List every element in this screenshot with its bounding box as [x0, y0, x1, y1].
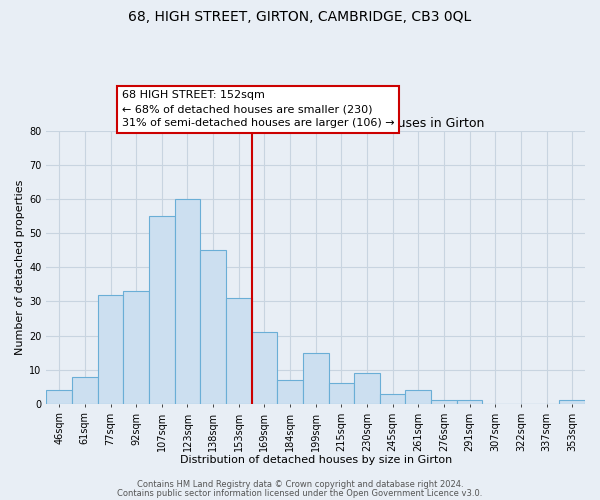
Bar	[559, 400, 585, 404]
Bar	[98, 294, 124, 404]
Text: 68, HIGH STREET, GIRTON, CAMBRIDGE, CB3 0QL: 68, HIGH STREET, GIRTON, CAMBRIDGE, CB3 …	[128, 10, 472, 24]
Bar	[200, 250, 226, 404]
Bar	[406, 390, 431, 404]
Bar	[380, 394, 406, 404]
Bar	[175, 199, 200, 404]
Text: 68 HIGH STREET: 152sqm
← 68% of detached houses are smaller (230)
31% of semi-de: 68 HIGH STREET: 152sqm ← 68% of detached…	[122, 90, 394, 128]
X-axis label: Distribution of detached houses by size in Girton: Distribution of detached houses by size …	[179, 455, 452, 465]
Bar	[149, 216, 175, 404]
Bar	[124, 291, 149, 404]
Text: Contains HM Land Registry data © Crown copyright and database right 2024.: Contains HM Land Registry data © Crown c…	[137, 480, 463, 489]
Bar	[46, 390, 72, 404]
Bar	[329, 384, 354, 404]
Bar	[354, 373, 380, 404]
Bar	[251, 332, 277, 404]
Bar	[431, 400, 457, 404]
Bar	[72, 376, 98, 404]
Bar	[457, 400, 482, 404]
Y-axis label: Number of detached properties: Number of detached properties	[15, 180, 25, 355]
Text: Contains public sector information licensed under the Open Government Licence v3: Contains public sector information licen…	[118, 488, 482, 498]
Title: Size of property relative to detached houses in Girton: Size of property relative to detached ho…	[148, 116, 484, 130]
Bar	[226, 298, 251, 404]
Bar	[277, 380, 303, 404]
Bar	[303, 352, 329, 404]
